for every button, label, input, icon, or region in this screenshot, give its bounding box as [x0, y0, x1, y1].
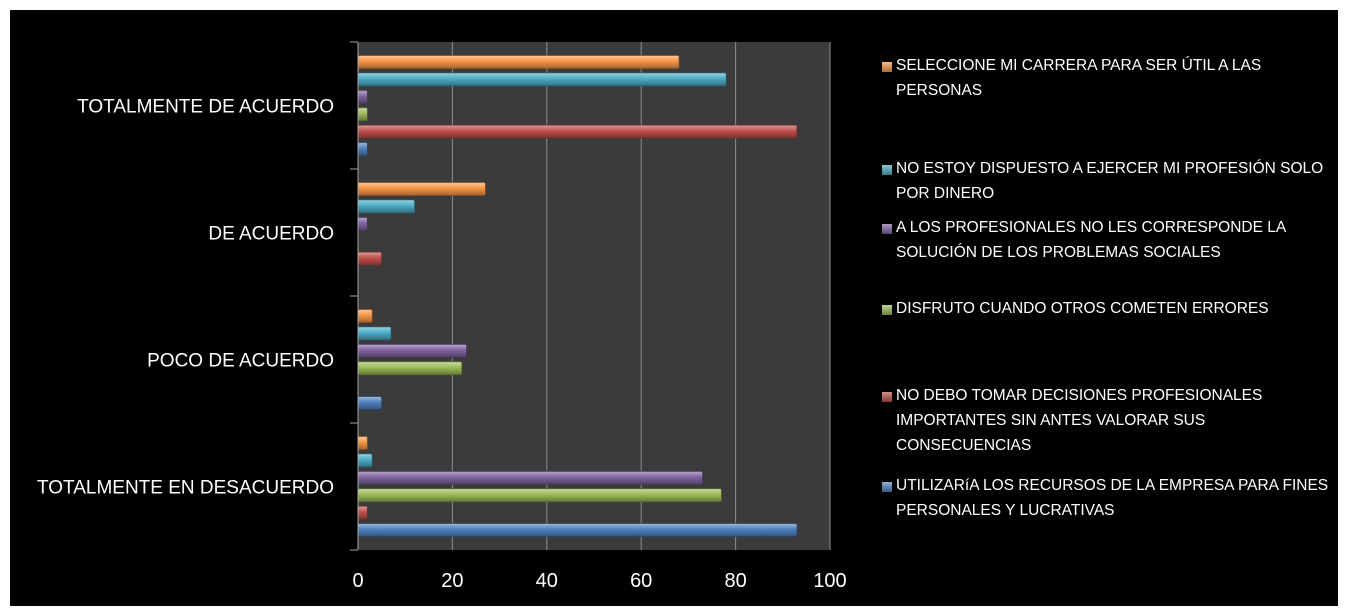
bar-6-2 — [357, 309, 373, 323]
legend-swatch — [882, 62, 892, 72]
bars — [357, 55, 798, 537]
bar-4-3 — [357, 216, 368, 231]
bar-6-1 — [357, 436, 368, 450]
category-label: POCO DE ACUERDO — [147, 351, 334, 372]
category-axis: TOTALMENTE EN DESACUERDO POCO DE ACUERDO D… — [37, 97, 334, 499]
legend-swatch — [882, 482, 892, 492]
legend-swatch — [882, 224, 892, 234]
legend-item: NO DEBO TOMAR DECISIONES PROFESIONALES I… — [882, 387, 1332, 458]
legend-item: UTILIZARíA LOS RECURSOS DE LA EMPRESA PA… — [882, 477, 1332, 523]
legend-label: NO DEBO TOMAR DECISIONES PROFESIONALES I… — [896, 387, 1263, 454]
legend-label: NO ESTOY DISPUESTO A EJERCER MI PROFESIÓ… — [896, 160, 1324, 202]
bar-5-2 — [357, 326, 392, 341]
bar-6-4 — [357, 55, 680, 69]
x-tick-label: 0 — [352, 570, 363, 592]
legend-item: DISFRUTO CUANDO OTROS COMETEN ERRORES — [882, 300, 1332, 321]
x-tick-label: 80 — [724, 570, 746, 592]
legend-label: SELECCIONE MI CARRERA PARA SER ÚTIL A LA… — [896, 57, 1262, 99]
category-label: DE ACUERDO — [208, 224, 334, 245]
legend-label: UTILIZARíA LOS RECURSOS DE LA EMPRESA PA… — [896, 477, 1329, 519]
legend-item: SELECCIONE MI CARRERA PARA SER ÚTIL A LA… — [882, 57, 1332, 103]
bar-4-2 — [357, 343, 467, 358]
bar-5-3 — [357, 199, 415, 214]
legend-swatch — [882, 392, 892, 402]
bar-3-2 — [357, 361, 463, 376]
legend-label: DISFRUTO CUANDO OTROS COMETEN ERRORES — [896, 300, 1269, 317]
legend-label: A LOS PROFESIONALES NO LES CORRESPONDE L… — [896, 219, 1286, 261]
x-tick-label: 20 — [441, 570, 463, 592]
bar-5-1 — [357, 453, 373, 468]
bar-5-4 — [357, 72, 727, 87]
legend-swatch — [882, 165, 892, 175]
bar-2-1 — [357, 505, 368, 520]
bar-3-4 — [357, 107, 368, 122]
bar-3-1 — [357, 488, 722, 503]
x-tick-label: 100 — [813, 570, 846, 592]
bar-1-1 — [357, 523, 798, 537]
bar-2-3 — [357, 251, 383, 266]
category-label: TOTALMENTE EN DESACUERDO — [37, 478, 334, 499]
x-tick-label: 60 — [630, 570, 652, 592]
legend-swatch — [882, 305, 892, 315]
bar-2-4 — [357, 124, 798, 139]
bar-6-3 — [357, 182, 486, 196]
legend-item: NO ESTOY DISPUESTO A EJERCER MI PROFESIÓ… — [882, 160, 1332, 206]
bar-4-4 — [357, 89, 368, 104]
value-axis: 0 20 40 60 80 100 — [350, 41, 847, 592]
x-tick-label: 40 — [536, 570, 558, 592]
bar-4-1 — [357, 470, 704, 485]
bar-1-4 — [357, 142, 368, 156]
bar-1-2 — [357, 396, 383, 410]
category-label: TOTALMENTE DE ACUERDO — [77, 97, 334, 118]
legend-item: A LOS PROFESIONALES NO LES CORRESPONDE L… — [882, 219, 1332, 265]
